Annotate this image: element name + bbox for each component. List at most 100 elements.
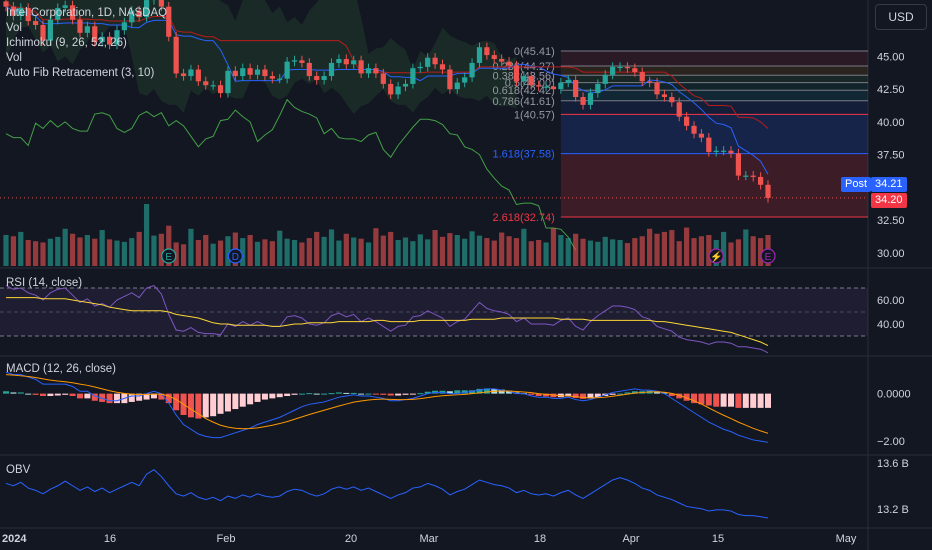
volume-bar xyxy=(669,230,675,266)
currency-button[interactable]: USD xyxy=(875,4,927,30)
candle-body xyxy=(639,72,645,82)
macd-histogram-bar xyxy=(84,393,91,399)
macd-histogram-bar xyxy=(757,393,764,408)
volume-bar xyxy=(654,233,660,266)
macd-histogram-bar xyxy=(454,390,461,394)
macd-histogram-bar xyxy=(106,393,113,404)
volume-bar xyxy=(410,241,416,266)
macd-histogram-bar xyxy=(580,393,587,399)
obv-axis-tick: 13.6 B xyxy=(877,458,909,470)
macd-histogram-bar xyxy=(210,393,217,417)
candle-body xyxy=(121,22,127,31)
fib-level-label: 0(45.41) xyxy=(514,46,555,58)
candle-body xyxy=(410,68,416,84)
legend-auto-fib[interactable]: Auto Fib Retracement (3, 10) xyxy=(6,67,155,79)
legend-volume[interactable]: Vol xyxy=(6,22,22,34)
candle-body xyxy=(343,59,349,65)
macd-histogram-bar xyxy=(261,393,268,400)
candle-body xyxy=(573,79,579,98)
time-axis-tick: Mar xyxy=(420,533,439,545)
volume-bar xyxy=(743,229,749,266)
volume-bar xyxy=(691,238,697,266)
volume-bar xyxy=(328,229,335,266)
volume-bar xyxy=(380,235,386,266)
volume-bar xyxy=(114,240,120,266)
volume-bar xyxy=(402,237,409,266)
volume-bar xyxy=(758,238,764,266)
volume-bar xyxy=(484,238,490,266)
candle-body xyxy=(321,76,327,80)
volume-bar xyxy=(417,234,423,266)
candle-body xyxy=(62,5,68,8)
candle-body xyxy=(84,26,90,33)
candle-body xyxy=(543,86,549,88)
macd-histogram-bar xyxy=(10,392,17,394)
candle-body xyxy=(32,21,39,25)
volume-bar xyxy=(25,239,31,266)
candle-body xyxy=(684,116,690,126)
candle-body xyxy=(284,61,290,79)
volume-bar xyxy=(336,240,342,266)
macd-histogram-bar xyxy=(676,393,683,399)
macd-histogram-bar xyxy=(76,393,83,399)
candle-body xyxy=(69,5,76,20)
legend-ichimoku[interactable]: Ichimoku (9, 26, 52, 26) xyxy=(6,37,127,49)
macd-histogram-bar xyxy=(380,393,387,395)
dividend-marker-label: D xyxy=(232,252,239,263)
macd-histogram-bar xyxy=(143,393,150,400)
time-axis-tick: May xyxy=(836,533,857,545)
earnings-marker-upcoming xyxy=(760,248,776,264)
macd-histogram-bar xyxy=(698,393,705,405)
candle-body xyxy=(521,76,527,82)
volume-bar xyxy=(721,231,727,266)
dividend-marker xyxy=(227,248,243,264)
macd-title[interactable]: MACD (12, 26, close) xyxy=(6,363,116,375)
candle-body xyxy=(698,133,705,138)
volume-bar xyxy=(647,228,653,266)
volume-bar xyxy=(684,227,690,266)
volume-bar xyxy=(565,238,571,266)
macd-histogram-bar xyxy=(661,392,668,394)
volume-bar xyxy=(47,238,53,266)
volume-bar xyxy=(225,236,231,266)
volume-bar xyxy=(632,238,638,266)
volume-bar xyxy=(454,235,460,266)
volume-bar xyxy=(129,238,135,266)
fib-zone xyxy=(560,75,868,83)
candle-body xyxy=(447,69,453,90)
volume-bar xyxy=(351,237,357,266)
candle-body xyxy=(25,7,31,22)
macd-histogram-bar xyxy=(402,393,409,395)
legend-volume-2[interactable]: Vol xyxy=(6,52,22,64)
candle-body xyxy=(536,85,542,87)
macd-histogram-bar xyxy=(513,392,520,394)
volume-bar xyxy=(3,235,9,266)
macd-histogram-bar xyxy=(705,393,712,406)
obv-line xyxy=(5,469,769,519)
candle-body xyxy=(92,26,98,42)
volume-bar xyxy=(365,242,372,266)
macd-axis-tick: −2.00 xyxy=(877,436,905,448)
fib-level-label: 2.618(32.74) xyxy=(492,212,554,224)
volume-bar xyxy=(55,236,61,266)
macd-histogram-bar xyxy=(735,393,742,408)
volume-bar xyxy=(314,231,320,266)
volume-bar xyxy=(573,233,579,266)
candle-body xyxy=(388,83,394,95)
candle-body xyxy=(765,184,771,198)
macd-histogram-bar xyxy=(313,393,320,395)
candle-body xyxy=(654,82,660,95)
candle-body xyxy=(395,86,401,95)
time-axis-tick: 16 xyxy=(104,533,116,545)
fib-zone xyxy=(560,65,868,76)
volume-bar xyxy=(388,231,394,266)
rsi-title[interactable]: RSI (14, close) xyxy=(6,277,83,289)
volume-bar xyxy=(661,231,668,266)
candle-body xyxy=(328,62,335,77)
obv-title[interactable]: OBV xyxy=(6,464,31,476)
candle-body xyxy=(106,36,113,45)
volume-bar xyxy=(32,241,39,266)
candle-body xyxy=(195,69,201,82)
macd-histogram-bar xyxy=(32,393,39,395)
